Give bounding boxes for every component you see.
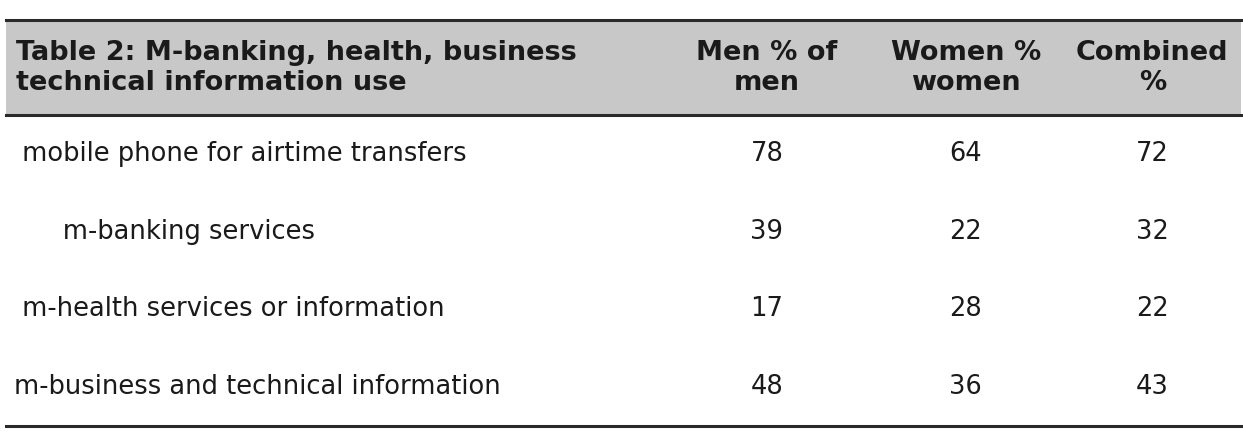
Text: 39: 39: [751, 219, 783, 245]
Text: Combined
%: Combined %: [1076, 40, 1228, 96]
Text: Women %
women: Women % women: [891, 40, 1040, 96]
Bar: [6, 116, 1241, 193]
Text: 22: 22: [1136, 297, 1168, 322]
Bar: [6, 348, 1241, 426]
Text: m-health services or information: m-health services or information: [14, 297, 444, 322]
Text: Table 2: M-banking, health, business
technical information use: Table 2: M-banking, health, business tec…: [16, 40, 577, 96]
Bar: [6, 271, 1241, 348]
Text: 78: 78: [751, 141, 783, 167]
Text: m-banking services: m-banking services: [14, 219, 314, 245]
Text: 43: 43: [1136, 374, 1168, 400]
Text: 32: 32: [1136, 219, 1168, 245]
Text: 64: 64: [950, 141, 982, 167]
Text: 22: 22: [950, 219, 982, 245]
Text: Men % of
men: Men % of men: [696, 40, 838, 96]
Text: 36: 36: [950, 374, 982, 400]
Bar: [6, 20, 1241, 116]
Bar: [6, 193, 1241, 271]
Text: 48: 48: [751, 374, 783, 400]
Text: mobile phone for airtime transfers: mobile phone for airtime transfers: [14, 141, 466, 167]
Text: 28: 28: [950, 297, 982, 322]
Text: 17: 17: [751, 297, 783, 322]
Text: 72: 72: [1136, 141, 1168, 167]
Text: m-business and technical information: m-business and technical information: [14, 374, 501, 400]
